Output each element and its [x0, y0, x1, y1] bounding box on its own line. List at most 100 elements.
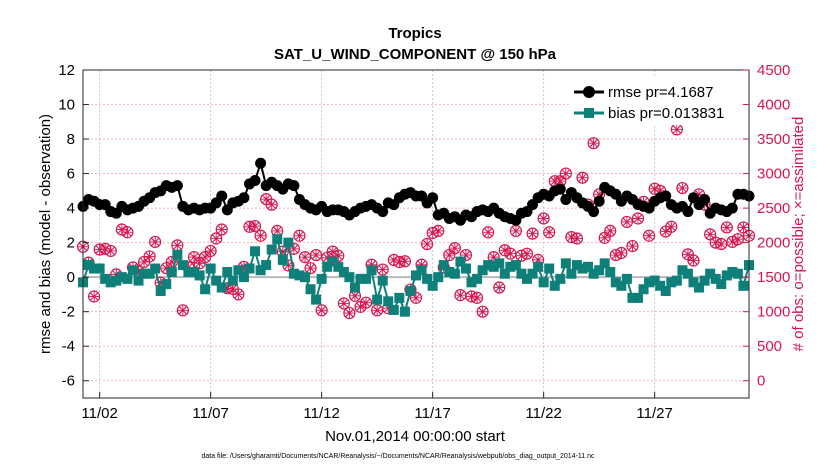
obs-marker — [121, 226, 134, 239]
bias-point — [538, 277, 549, 288]
rmse-point — [377, 206, 389, 218]
rmse-point — [588, 206, 600, 218]
obs-marker — [337, 297, 350, 310]
obs-marker — [421, 237, 434, 251]
bias-point — [394, 292, 405, 303]
x-tick-label: 11/22 — [525, 405, 561, 422]
bias-point — [522, 273, 532, 284]
bias-point — [588, 268, 599, 279]
bias-point — [216, 282, 227, 293]
right-y-tick-label: 2000 — [757, 235, 790, 252]
bias-point — [544, 263, 555, 274]
bias-point — [277, 254, 288, 265]
rmse-point — [216, 190, 228, 202]
rmse-series — [77, 157, 755, 226]
bias-point — [583, 261, 594, 272]
bias-point — [211, 275, 222, 286]
obs-markers — [76, 123, 756, 320]
bias-series — [78, 234, 754, 317]
bias-point — [83, 260, 94, 271]
bias-point — [510, 260, 521, 271]
obs-marker — [104, 244, 117, 258]
bias-point — [133, 275, 144, 286]
obs-marker — [482, 226, 495, 239]
x-tick-label: 11/27 — [636, 405, 672, 422]
bias-point — [411, 270, 421, 281]
obs-marker — [631, 212, 645, 225]
bias-point — [527, 268, 538, 279]
bias-point — [738, 280, 749, 291]
obs-marker — [326, 245, 339, 258]
data-file-footnote: data file: /Users/gharamti/Documents/NCA… — [201, 453, 595, 460]
obs-marker — [626, 239, 639, 253]
bias-point — [460, 263, 471, 274]
rmse-point — [593, 195, 605, 207]
rmse-point — [682, 206, 694, 218]
obs-marker — [676, 181, 689, 195]
bias-point — [505, 261, 516, 272]
chart-title: Tropics — [388, 25, 441, 42]
right-y-axis-label: # of obs: o=possible; ×=assimilated — [790, 117, 807, 352]
rmse-point — [255, 157, 267, 169]
obs-marker — [359, 296, 373, 309]
obs-marker — [254, 229, 267, 242]
bias-point — [427, 280, 438, 291]
bias-point — [399, 306, 410, 317]
bias-point — [655, 280, 666, 291]
bias-point — [355, 273, 366, 284]
bias-point — [732, 268, 743, 279]
bias-point — [666, 277, 677, 288]
bias-point — [388, 304, 399, 315]
bias-point — [405, 285, 416, 296]
bias-point — [300, 272, 310, 283]
right-y-axis-ticks: 0 500 1000 1500 2000 2500 3000 3500 4000 4500 — [743, 62, 790, 390]
bias-point — [183, 266, 194, 277]
bias-point — [227, 275, 238, 286]
x-axis-ticks: 11/02 11/07 11/12 11/17 11/22 11/27 — [81, 392, 673, 422]
x-tick-label: 11/07 — [192, 405, 228, 422]
y-tick-label: 8 — [67, 131, 75, 148]
x-axis-label: Nov.01,2014 00:00:00 start — [325, 428, 506, 445]
obs-marker — [704, 228, 717, 241]
bias-point — [621, 273, 632, 284]
x-tick-label: 11/12 — [303, 405, 339, 422]
bias-point — [105, 277, 116, 288]
bias-point — [189, 266, 199, 277]
bias-point — [721, 270, 732, 281]
bias-point — [560, 258, 571, 269]
y-axis-ticks: -6 -4 -2 0 2 4 6 8 10 12 — [58, 62, 89, 390]
right-y-tick-label: 1000 — [757, 304, 790, 321]
obs-marker — [598, 231, 611, 244]
bias-point — [599, 258, 610, 269]
rmse-point — [171, 180, 183, 192]
bias-point — [555, 273, 566, 284]
legend-rmse-marker — [583, 86, 595, 98]
obs-marker — [576, 171, 589, 184]
bias-point — [483, 260, 494, 271]
bias-point — [605, 266, 616, 277]
obs-marker — [642, 229, 656, 242]
y-tick-label: 10 — [58, 97, 75, 114]
bias-point — [705, 268, 716, 279]
plot-frame — [82, 69, 750, 399]
obs-marker — [171, 239, 184, 252]
bias-point — [161, 279, 172, 290]
obs-marker — [398, 255, 411, 268]
bias-point — [649, 275, 660, 286]
rmse-point — [238, 192, 250, 204]
obs-marker — [715, 237, 728, 251]
rmse-point — [427, 192, 439, 204]
obs-marker — [509, 224, 523, 237]
obs-marker — [620, 215, 634, 229]
y-tick-label: -6 — [62, 373, 75, 390]
obs-marker — [432, 224, 445, 237]
right-y-tick-label: 4000 — [757, 97, 790, 114]
bias-point — [333, 261, 344, 272]
chart-subtitle: SAT_U_WIND_COMPONENT @ 150 hPa — [274, 46, 557, 63]
obs-marker — [287, 242, 300, 255]
bias-point — [255, 265, 266, 276]
bias-point — [499, 268, 510, 279]
obs-marker — [293, 229, 306, 242]
bias-point — [150, 263, 161, 274]
x-tick-label: 11/02 — [81, 405, 117, 422]
